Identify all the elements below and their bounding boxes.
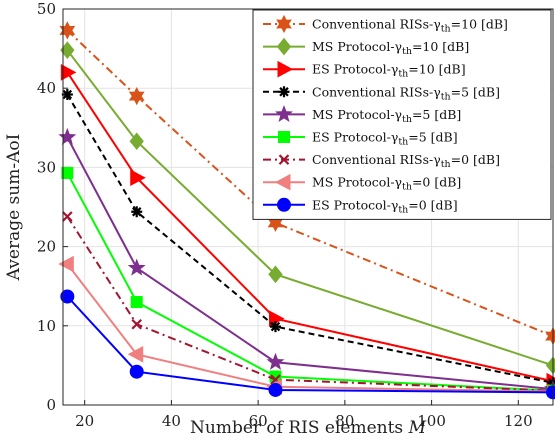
legend-item: Conventional RISs-γth=10 [dB]: [263, 14, 508, 35]
legend-label: Conventional RISs-γth=5 [dB]: [312, 84, 500, 102]
data-point: [128, 87, 145, 106]
data-point: [60, 289, 75, 304]
y-tick-label: 0: [46, 396, 56, 414]
y-axis-label: Average sum-AoI: [4, 134, 24, 282]
legend-marker: [278, 154, 290, 165]
x-tick-label: 20: [75, 412, 94, 430]
series-line: [66, 215, 554, 392]
legend-marker: [276, 14, 292, 34]
legend-item: MS Protocol-γth=0 [dB]: [263, 173, 461, 193]
data-point: [130, 296, 143, 309]
legend-item: MS Protocol-γth=10 [dB]: [263, 37, 469, 57]
x-tick-label: 40: [162, 412, 181, 430]
x-tick-label: 100: [417, 412, 446, 430]
series-layer: [58, 21, 555, 400]
legend-label: ES Protocol-γth=0 [dB]: [312, 197, 458, 215]
legend-label: ES Protocol-γth=10 [dB]: [312, 62, 466, 80]
legend-marker: [277, 197, 291, 212]
series-line: [66, 136, 554, 391]
data-point: [130, 169, 146, 187]
data-point: [129, 132, 144, 151]
data-point: [61, 166, 74, 179]
data-point: [269, 321, 281, 333]
legend-marker: [278, 131, 290, 143]
legend-marker: [274, 173, 291, 191]
data-point: [268, 265, 283, 284]
legend-item: Conventional RISs-γth=0 [dB]: [263, 152, 500, 170]
data-point: [62, 211, 73, 222]
legend-item: MS Protocol-γth=5 [dB]: [263, 104, 461, 125]
data-point: [268, 382, 283, 397]
legend-marker: [275, 104, 293, 123]
ticks: 20 40 60 80 100 120 0 10 20 30 40 50: [37, 0, 533, 430]
data-point: [129, 364, 144, 379]
x-tick-label: 80: [335, 412, 354, 430]
legend-item: ES Protocol-γth=10 [dB]: [263, 60, 466, 80]
legend-label: Conventional RISs-γth=10 [dB]: [312, 17, 508, 35]
data-point: [61, 89, 73, 101]
y-tick-label: 40: [37, 79, 56, 97]
x-axis-label: Number of RIS elements M: [190, 418, 427, 438]
data-point: [58, 127, 77, 145]
data-point: [59, 21, 76, 40]
legend-label: ES Protocol-γth=5 [dB]: [312, 130, 458, 148]
y-tick-label: 30: [37, 158, 56, 176]
data-point: [546, 385, 555, 400]
legend-item: ES Protocol-γth=0 [dB]: [263, 197, 458, 215]
data-point: [131, 206, 143, 218]
y-tick-label: 20: [37, 238, 56, 256]
series-4: [61, 89, 555, 389]
legend-label: MS Protocol-γth=10 [dB]: [312, 39, 469, 57]
data-point: [266, 352, 285, 370]
series-line: [66, 172, 554, 392]
data-point: [127, 258, 146, 276]
plot-border: [62, 8, 554, 406]
series-line: [66, 49, 554, 367]
y-tick-label: 50: [37, 0, 56, 18]
legend-item: Conventional RISs-γth=5 [dB]: [263, 84, 500, 102]
series-line: [66, 29, 554, 338]
series-line: [66, 263, 554, 393]
y-tick-label: 10: [37, 317, 56, 335]
legend-marker: [278, 86, 290, 98]
legend-label: MS Protocol-γth=0 [dB]: [312, 175, 461, 193]
x-tick-label: 120: [504, 412, 533, 430]
legend-label: MS Protocol-γth=5 [dB]: [312, 107, 461, 125]
series-line: [66, 295, 554, 394]
data-point: [131, 318, 142, 330]
data-point: [127, 345, 144, 363]
legend-item: ES Protocol-γth=5 [dB]: [263, 130, 458, 148]
data-point: [58, 255, 74, 273]
legend: Conventional RISs-γth=10 [dB] MS Protocol…: [252, 9, 552, 220]
series-line: [66, 71, 554, 383]
x-tick-label: 60: [249, 412, 268, 430]
legend-marker: [276, 37, 292, 56]
data-point: [60, 64, 77, 81]
legend-label: Conventional RISs-γth=0 [dB]: [312, 152, 500, 170]
legend-marker: [277, 60, 294, 78]
